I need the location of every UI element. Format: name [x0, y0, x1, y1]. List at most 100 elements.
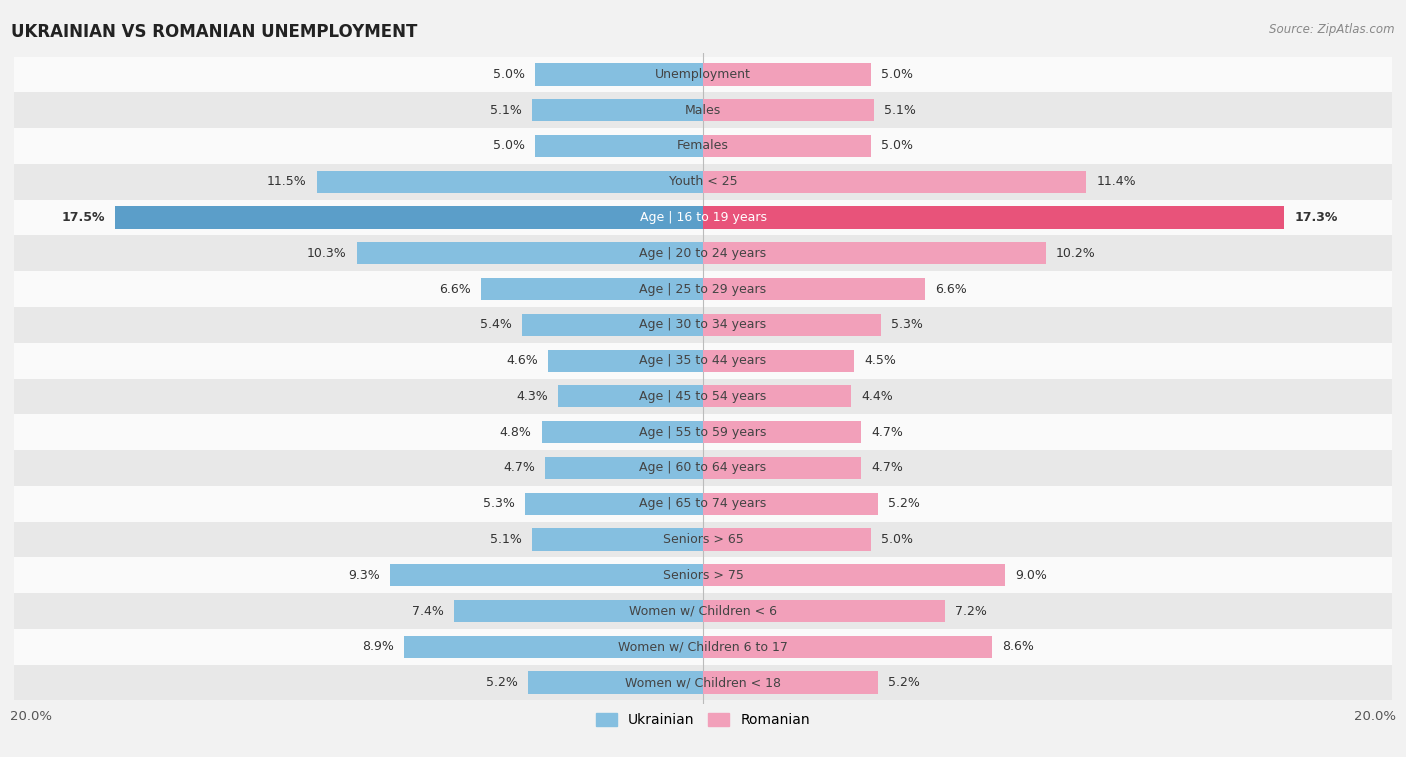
Bar — [703, 313, 882, 336]
Bar — [14, 57, 1392, 92]
Bar — [703, 564, 1005, 587]
Text: 5.1%: 5.1% — [489, 104, 522, 117]
Text: 5.2%: 5.2% — [887, 676, 920, 689]
Bar — [14, 486, 1392, 522]
Text: 5.0%: 5.0% — [882, 68, 912, 81]
Text: 4.8%: 4.8% — [499, 425, 531, 438]
Text: 4.7%: 4.7% — [503, 462, 534, 475]
Bar — [703, 671, 877, 693]
Text: Age | 25 to 29 years: Age | 25 to 29 years — [640, 282, 766, 295]
Bar — [703, 278, 925, 301]
Bar — [454, 600, 703, 622]
Text: 7.2%: 7.2% — [955, 605, 987, 618]
Bar — [14, 414, 1392, 450]
Text: Age | 16 to 19 years: Age | 16 to 19 years — [640, 211, 766, 224]
Bar — [481, 278, 703, 301]
Text: Age | 55 to 59 years: Age | 55 to 59 years — [640, 425, 766, 438]
Text: Seniors > 65: Seniors > 65 — [662, 533, 744, 546]
Text: 11.4%: 11.4% — [1097, 176, 1136, 188]
Text: Age | 30 to 34 years: Age | 30 to 34 years — [640, 319, 766, 332]
Bar — [703, 528, 872, 550]
Bar — [703, 64, 872, 86]
Text: 4.3%: 4.3% — [516, 390, 548, 403]
Bar — [703, 350, 855, 372]
Bar — [14, 343, 1392, 378]
Bar — [357, 242, 703, 264]
Text: Seniors > 75: Seniors > 75 — [662, 569, 744, 581]
Bar — [703, 421, 860, 444]
Bar — [703, 385, 851, 407]
Bar — [531, 528, 703, 550]
Bar — [14, 557, 1392, 593]
Bar — [531, 99, 703, 121]
Bar — [14, 629, 1392, 665]
Bar — [703, 456, 860, 479]
Bar — [14, 164, 1392, 200]
Legend: Ukrainian, Romanian: Ukrainian, Romanian — [591, 708, 815, 733]
Text: 4.7%: 4.7% — [872, 425, 903, 438]
Bar — [529, 671, 703, 693]
Bar — [703, 135, 872, 157]
Text: Age | 35 to 44 years: Age | 35 to 44 years — [640, 354, 766, 367]
Bar — [703, 207, 1285, 229]
Bar — [391, 564, 703, 587]
Bar — [548, 350, 703, 372]
Bar — [524, 493, 703, 515]
Text: 8.6%: 8.6% — [1002, 640, 1033, 653]
Bar — [404, 636, 703, 658]
Text: Age | 45 to 54 years: Age | 45 to 54 years — [640, 390, 766, 403]
Bar — [115, 207, 703, 229]
Text: 6.6%: 6.6% — [935, 282, 967, 295]
Bar — [14, 200, 1392, 235]
Bar — [703, 493, 877, 515]
Text: 4.7%: 4.7% — [872, 462, 903, 475]
Bar — [703, 242, 1046, 264]
Bar — [14, 235, 1392, 271]
Text: 17.3%: 17.3% — [1295, 211, 1339, 224]
Bar — [14, 665, 1392, 700]
Bar — [14, 522, 1392, 557]
Bar — [541, 421, 703, 444]
Text: 9.0%: 9.0% — [1015, 569, 1047, 581]
Text: Age | 60 to 64 years: Age | 60 to 64 years — [640, 462, 766, 475]
Bar — [14, 307, 1392, 343]
Text: 5.0%: 5.0% — [494, 139, 524, 152]
Text: 9.3%: 9.3% — [349, 569, 381, 581]
Text: 5.3%: 5.3% — [482, 497, 515, 510]
Text: 4.6%: 4.6% — [506, 354, 538, 367]
Text: 5.2%: 5.2% — [887, 497, 920, 510]
Text: 10.3%: 10.3% — [307, 247, 347, 260]
Bar — [14, 378, 1392, 414]
Bar — [316, 170, 703, 193]
Text: 11.5%: 11.5% — [267, 176, 307, 188]
Bar — [534, 64, 703, 86]
Text: 5.1%: 5.1% — [884, 104, 917, 117]
Text: Source: ZipAtlas.com: Source: ZipAtlas.com — [1270, 23, 1395, 36]
Text: Females: Females — [678, 139, 728, 152]
Text: 5.0%: 5.0% — [494, 68, 524, 81]
Text: Age | 20 to 24 years: Age | 20 to 24 years — [640, 247, 766, 260]
Text: 5.0%: 5.0% — [882, 139, 912, 152]
Text: Youth < 25: Youth < 25 — [669, 176, 737, 188]
Bar — [703, 600, 945, 622]
Bar — [703, 170, 1085, 193]
Text: 4.4%: 4.4% — [860, 390, 893, 403]
Text: 10.2%: 10.2% — [1056, 247, 1095, 260]
Text: 7.4%: 7.4% — [412, 605, 444, 618]
Text: Women w/ Children < 18: Women w/ Children < 18 — [626, 676, 780, 689]
Text: Unemployment: Unemployment — [655, 68, 751, 81]
Text: 5.1%: 5.1% — [489, 533, 522, 546]
Text: 8.9%: 8.9% — [361, 640, 394, 653]
Bar — [14, 593, 1392, 629]
Text: Age | 65 to 74 years: Age | 65 to 74 years — [640, 497, 766, 510]
Text: 6.6%: 6.6% — [439, 282, 471, 295]
Text: 5.3%: 5.3% — [891, 319, 924, 332]
Text: 4.5%: 4.5% — [865, 354, 896, 367]
Bar — [558, 385, 703, 407]
Text: Males: Males — [685, 104, 721, 117]
Text: 17.5%: 17.5% — [62, 211, 105, 224]
Text: UKRAINIAN VS ROMANIAN UNEMPLOYMENT: UKRAINIAN VS ROMANIAN UNEMPLOYMENT — [11, 23, 418, 41]
Bar — [703, 636, 993, 658]
Bar — [14, 92, 1392, 128]
Bar — [522, 313, 703, 336]
